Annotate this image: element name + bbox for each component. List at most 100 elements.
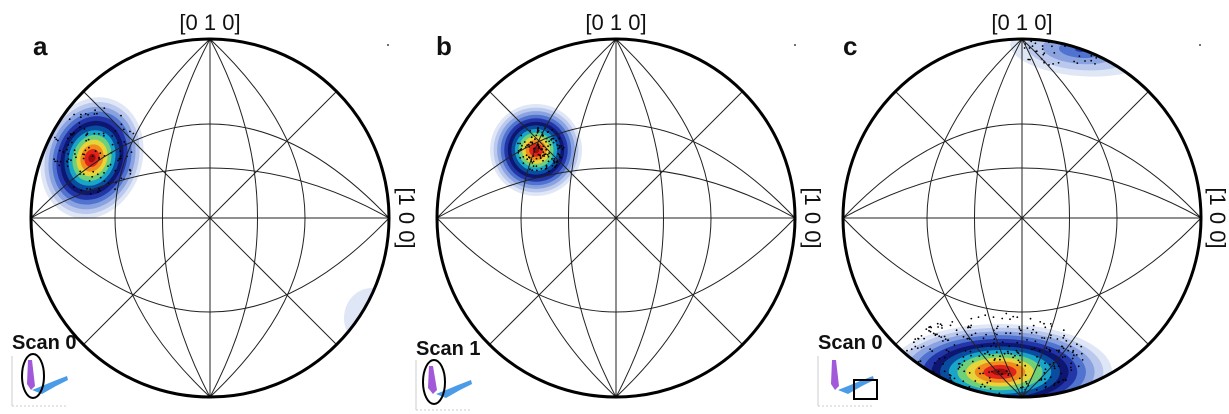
scatter-dot [947,350,950,353]
scatter-dot [1032,324,1035,327]
scatter-dot [551,164,554,167]
scatter-dot [527,143,530,146]
scatter-dot [1044,382,1047,385]
panel-letter: c [843,31,857,61]
scatter-dot [1020,386,1022,389]
scatter-dot [1081,29,1083,31]
scatter-dot [547,155,550,158]
scatter-dot [79,170,82,173]
scatter-dot [969,326,972,329]
scatter-dot [1077,365,1080,368]
scatter-dot [91,175,94,178]
scatter-dot [74,153,76,155]
scatter-dot [114,130,117,132]
scatter-dot [111,143,114,146]
scatter-dot [1069,345,1072,348]
scatter-dot [129,130,131,133]
scatter-dot [519,156,522,159]
scatter-dot [117,159,119,162]
scatter-dot [129,168,131,171]
scatter-dot [970,334,973,337]
scatter-dot [1076,39,1079,40]
scatter-dot [962,380,965,383]
scatter-dot [558,146,561,149]
scatter-dot [923,337,925,340]
scatter-dot [72,132,75,135]
scatter-dot [1062,329,1065,332]
scatter-dot [58,164,61,167]
scatter-dot [1001,341,1004,343]
scatter-dot [962,335,965,338]
scatter-dot [535,165,538,168]
scatter-dot [957,368,960,370]
scatter-dot [989,387,992,390]
scatter-dot [1007,325,1009,328]
panel-b: b [0 1 0] [1 0 0] Scan 1 [415,10,825,411]
scatter-dot [93,132,96,135]
scatter-dot [1067,35,1069,37]
scatter-dot [1053,384,1056,386]
scatter-dot [1081,359,1084,361]
scatter-dot [932,332,935,335]
scatter-dot [1039,321,1042,323]
scatter-dot [990,345,992,348]
scatter-dot [953,344,956,346]
scatter-dot [968,372,971,374]
scatter-dot [552,159,555,162]
scatter-dot [73,149,76,152]
scatter-dot [558,154,561,156]
scatter-dot [537,144,539,147]
panel-c: c [0 1 0] [1 0 0] Scan 0 [817,10,1229,407]
scatter-dot [1043,52,1046,54]
scatter-dot [977,316,980,318]
scatter-dot [1065,40,1068,43]
scatter-dot [1070,32,1072,34]
scatter-dot [552,141,555,144]
scatter-dot [89,192,92,195]
scatter-dot [1001,373,1003,375]
scatter-dot [533,147,535,150]
scatter-dot [1038,349,1041,352]
scatter-dot [1001,317,1004,320]
scatter-dot [543,153,546,156]
top-axis-label: [0 1 0] [991,10,1052,35]
scatter-dot [986,381,989,384]
scatter-dot [72,186,75,188]
scatter-dot [1044,362,1046,365]
scan-label: Scan 0 [818,332,882,354]
scatter-dot [542,151,545,154]
scatter-dot [949,324,952,327]
top-axis-label: [0 1 0] [585,10,646,35]
scatter-dot [98,187,100,190]
scatter-dot [540,148,542,151]
scatter-dot [1085,41,1087,44]
scatter-dot [553,162,556,164]
scatter-dot [107,165,109,168]
scatter-dot [1051,45,1053,48]
scatter-dot [931,350,934,353]
scatter-dot [117,142,119,144]
scatter-dot [988,371,990,373]
scatter-dot [1049,376,1052,378]
scatter-dot [555,139,558,142]
scatter-dot [1091,41,1093,44]
scatter-dot [542,135,544,137]
scatter-dot [545,140,547,143]
scatter-dot [531,169,534,172]
scatter-dot [936,322,939,325]
scatter-dot [535,157,538,160]
scatter-dot [1067,37,1069,39]
scatter-dot [945,349,948,352]
scatter-dot [938,335,941,338]
scatter-dot [1085,35,1087,37]
scatter-dot [561,148,564,151]
scatter-dot [66,161,69,163]
scatter-dot [999,355,1001,358]
scatter-dot [1061,356,1064,358]
scatter-dot [73,113,75,116]
top-axis-label: [0 1 0] [179,10,240,35]
scatter-dot [1042,53,1045,56]
scatter-dot [961,364,964,366]
scatter-dot [922,345,925,348]
scatter-dot [538,147,541,150]
